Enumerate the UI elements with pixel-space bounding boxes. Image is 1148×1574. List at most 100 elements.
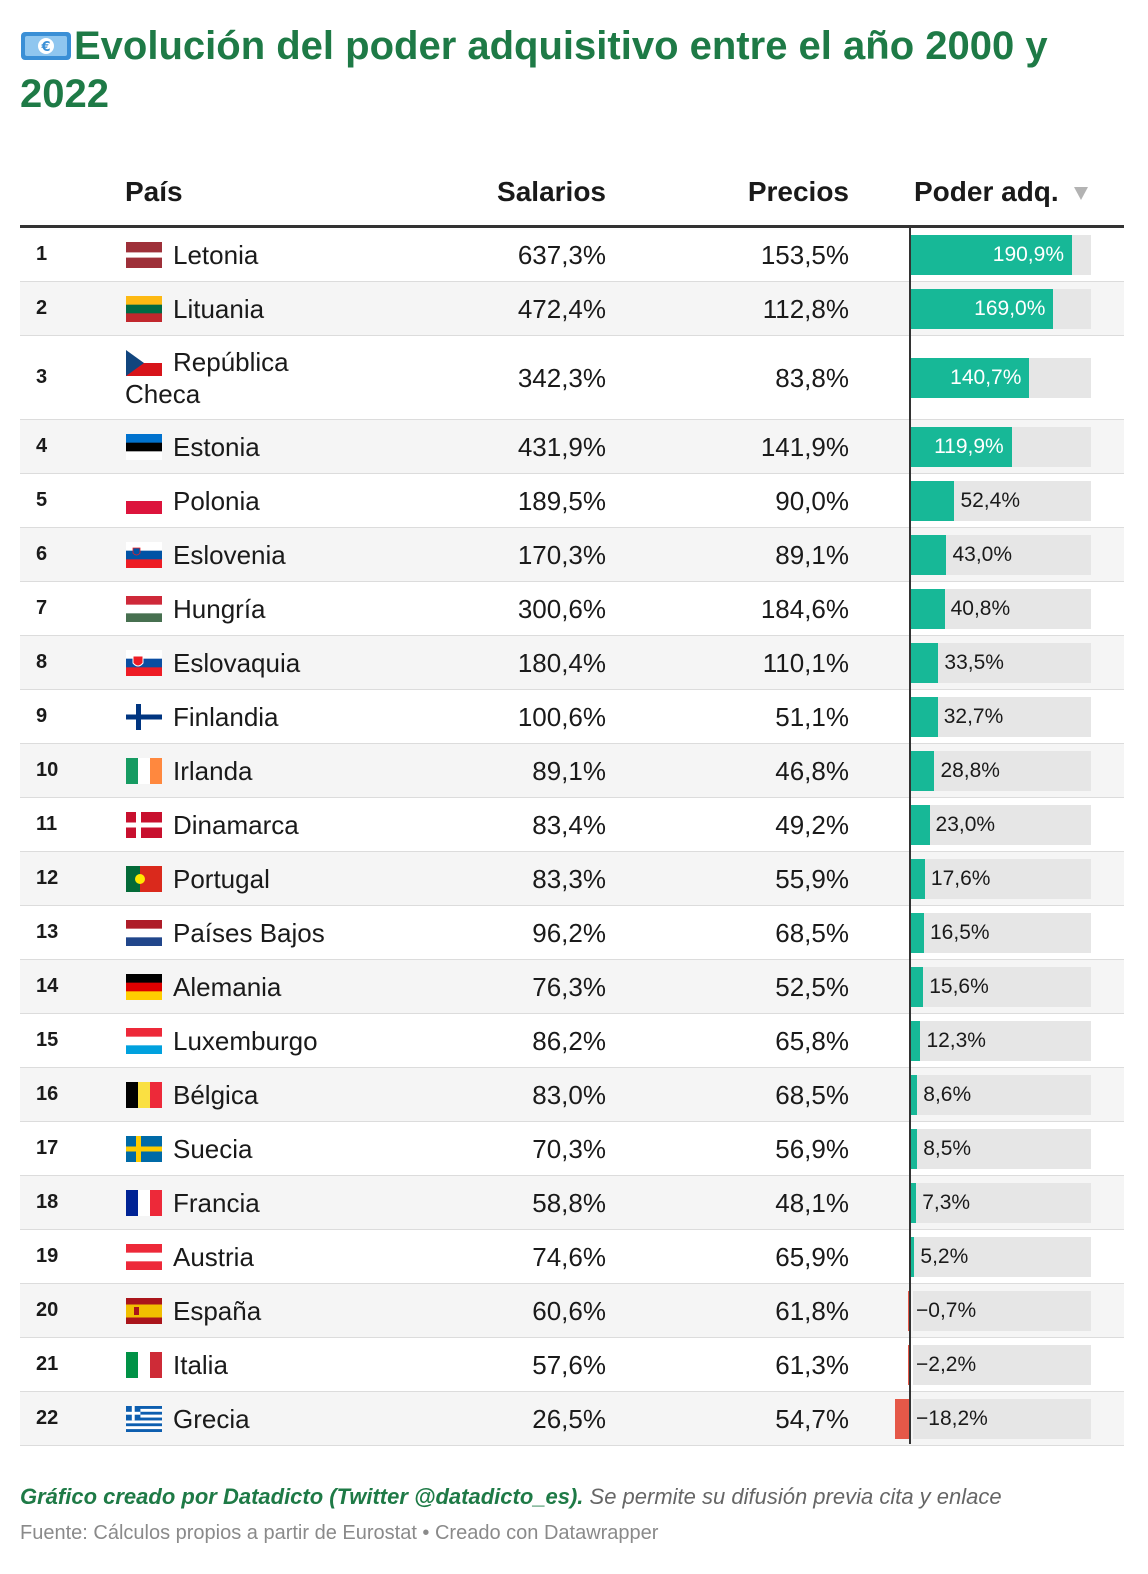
precios-value: 61,8% <box>775 1296 849 1326</box>
poder-bar <box>910 1021 921 1061</box>
bar-track <box>913 1399 1091 1439</box>
country-name: Países Bajos <box>173 918 325 948</box>
salarios-value: 170,3% <box>517 540 606 570</box>
salarios-value: 189,5% <box>517 486 606 516</box>
flag-icon-gr <box>126 1406 162 1432</box>
table-row: 15 Luxemburgo 86,2% 65,8% 12,3% <box>20 1014 1124 1068</box>
precios-value: 52,5% <box>775 972 849 1002</box>
table-row: 6 Eslovenia 170,3% 89,1% 43,0% <box>20 528 1124 582</box>
flag-icon-fr <box>126 1190 162 1216</box>
poder-bar <box>910 913 924 953</box>
table-row: 14 Alemania 76,3% 52,5% 15,6% <box>20 960 1124 1014</box>
bar-track <box>913 859 1091 899</box>
euro-banknote-icon: € <box>21 32 71 60</box>
flag-icon-dk <box>126 812 162 838</box>
flag-icon-si <box>126 542 162 568</box>
country-name: Francia <box>173 1188 260 1218</box>
table-row: 2 Lituania 472,4% 112,8% 169,0% <box>20 282 1124 336</box>
page-title: € Evolución del poder adquisitivo entre e… <box>20 22 1120 118</box>
table-row: 8 Eslovaquia 180,4% 110,1% 33,5% <box>20 636 1124 690</box>
flag-icon-cz <box>126 350 162 376</box>
flag-icon-fi <box>126 704 162 730</box>
bar-track <box>913 913 1091 953</box>
bar-track <box>913 1075 1091 1115</box>
poder-bar <box>910 1129 918 1169</box>
poder-label: 190,9% <box>992 243 1064 266</box>
flag-icon-se <box>126 1136 162 1162</box>
flag-icon-lv <box>126 242 162 268</box>
poder-label: 28,8% <box>940 759 1000 782</box>
table-body: 1 Letonia 637,3% 153,5% 190,9% 2 Lituania 472,4… <box>20 228 1124 1446</box>
poder-label: −0,7% <box>916 1299 977 1322</box>
rank-number: 8 <box>36 651 48 673</box>
flag-icon-pl <box>126 488 162 514</box>
salarios-value: 86,2% <box>532 1026 606 1056</box>
poder-bar <box>894 1399 910 1439</box>
poder-bar <box>910 967 924 1007</box>
poder-label: 32,7% <box>943 705 1004 728</box>
flag-icon-be <box>126 1082 162 1108</box>
bar-track <box>913 1237 1091 1277</box>
rank-number: 9 <box>36 705 48 727</box>
rank-number: 2 <box>36 297 48 319</box>
bar-track <box>913 1021 1091 1061</box>
salarios-value: 60,6% <box>532 1296 606 1326</box>
header-pais[interactable]: País <box>125 176 183 207</box>
poder-bar <box>910 697 938 737</box>
poder-label: 140,7% <box>950 366 1022 389</box>
precios-value: 51,1% <box>775 702 849 732</box>
table-row: 21 Italia 57,6% 61,3% −2,2% <box>20 1338 1124 1392</box>
country-name: Hungría <box>173 594 266 624</box>
header-salarios[interactable]: Salarios <box>497 176 606 207</box>
salarios-value: 74,6% <box>532 1242 606 1272</box>
rank-number: 7 <box>36 597 48 619</box>
country-name: Alemania <box>173 972 282 1002</box>
country-name: Irlanda <box>173 756 253 786</box>
precios-value: 68,5% <box>775 918 849 948</box>
precios-value: 65,9% <box>775 1242 849 1272</box>
precios-value: 112,8% <box>762 294 849 324</box>
poder-label: 15,6% <box>929 975 989 998</box>
credit-text[interactable]: Gráfico creado por Datadicto (Twitter @d… <box>20 1484 584 1509</box>
salarios-value: 100,6% <box>517 702 606 732</box>
table-row: 12 Portugal 83,3% 55,9% 17,6% <box>20 852 1124 906</box>
table-row: 17 Suecia 70,3% 56,9% 8,5% <box>20 1122 1124 1176</box>
poder-bar <box>910 751 935 791</box>
table-header: País Salarios Precios Poder adq. <box>20 160 1124 228</box>
bar-track <box>913 697 1091 737</box>
header-poder[interactable]: Poder adq. <box>914 176 1059 207</box>
salarios-value: 70,3% <box>532 1134 606 1164</box>
salarios-value: 83,0% <box>532 1080 606 1110</box>
flag-icon-lu <box>126 1028 162 1054</box>
country-name: Eslovaquia <box>173 648 301 678</box>
poder-bar <box>910 535 947 575</box>
flag-icon-sk <box>126 650 162 676</box>
poder-label: 119,9% <box>934 435 1004 458</box>
flag-icon-es <box>126 1298 162 1324</box>
table-row: 9 Finlandia 100,6% 51,1% 32,7% <box>20 690 1124 744</box>
flag-icon-hu <box>126 596 162 622</box>
precios-value: 68,5% <box>775 1080 849 1110</box>
header-precios[interactable]: Precios <box>747 176 849 207</box>
flag-icon-ie <box>126 758 162 784</box>
rank-number: 6 <box>36 543 48 565</box>
sort-descending-icon[interactable] <box>1072 184 1090 202</box>
poder-bar <box>910 1075 918 1115</box>
country-name: Grecia <box>173 1404 250 1434</box>
rank-number: 16 <box>36 1083 59 1105</box>
table-row: 16 Bélgica 83,0% 68,5% 8,6% <box>20 1068 1124 1122</box>
table-row: 7 Hungría 300,6% 184,6% 40,8% <box>20 582 1124 636</box>
precios-value: 54,7% <box>775 1404 849 1434</box>
bar-track <box>913 1345 1091 1385</box>
poder-bar <box>910 481 955 521</box>
precios-value: 61,3% <box>775 1350 849 1380</box>
precios-value: 110,1% <box>762 648 849 678</box>
country-name: Finlandia <box>173 702 279 732</box>
bar-track <box>913 643 1091 683</box>
poder-label: 12,3% <box>926 1029 986 1052</box>
poder-label: 43,0% <box>952 543 1013 566</box>
rank-number: 3 <box>36 366 48 388</box>
precios-value: 83,8% <box>775 363 849 393</box>
svg-text:€: € <box>40 40 50 55</box>
salarios-value: 57,6% <box>532 1350 606 1380</box>
